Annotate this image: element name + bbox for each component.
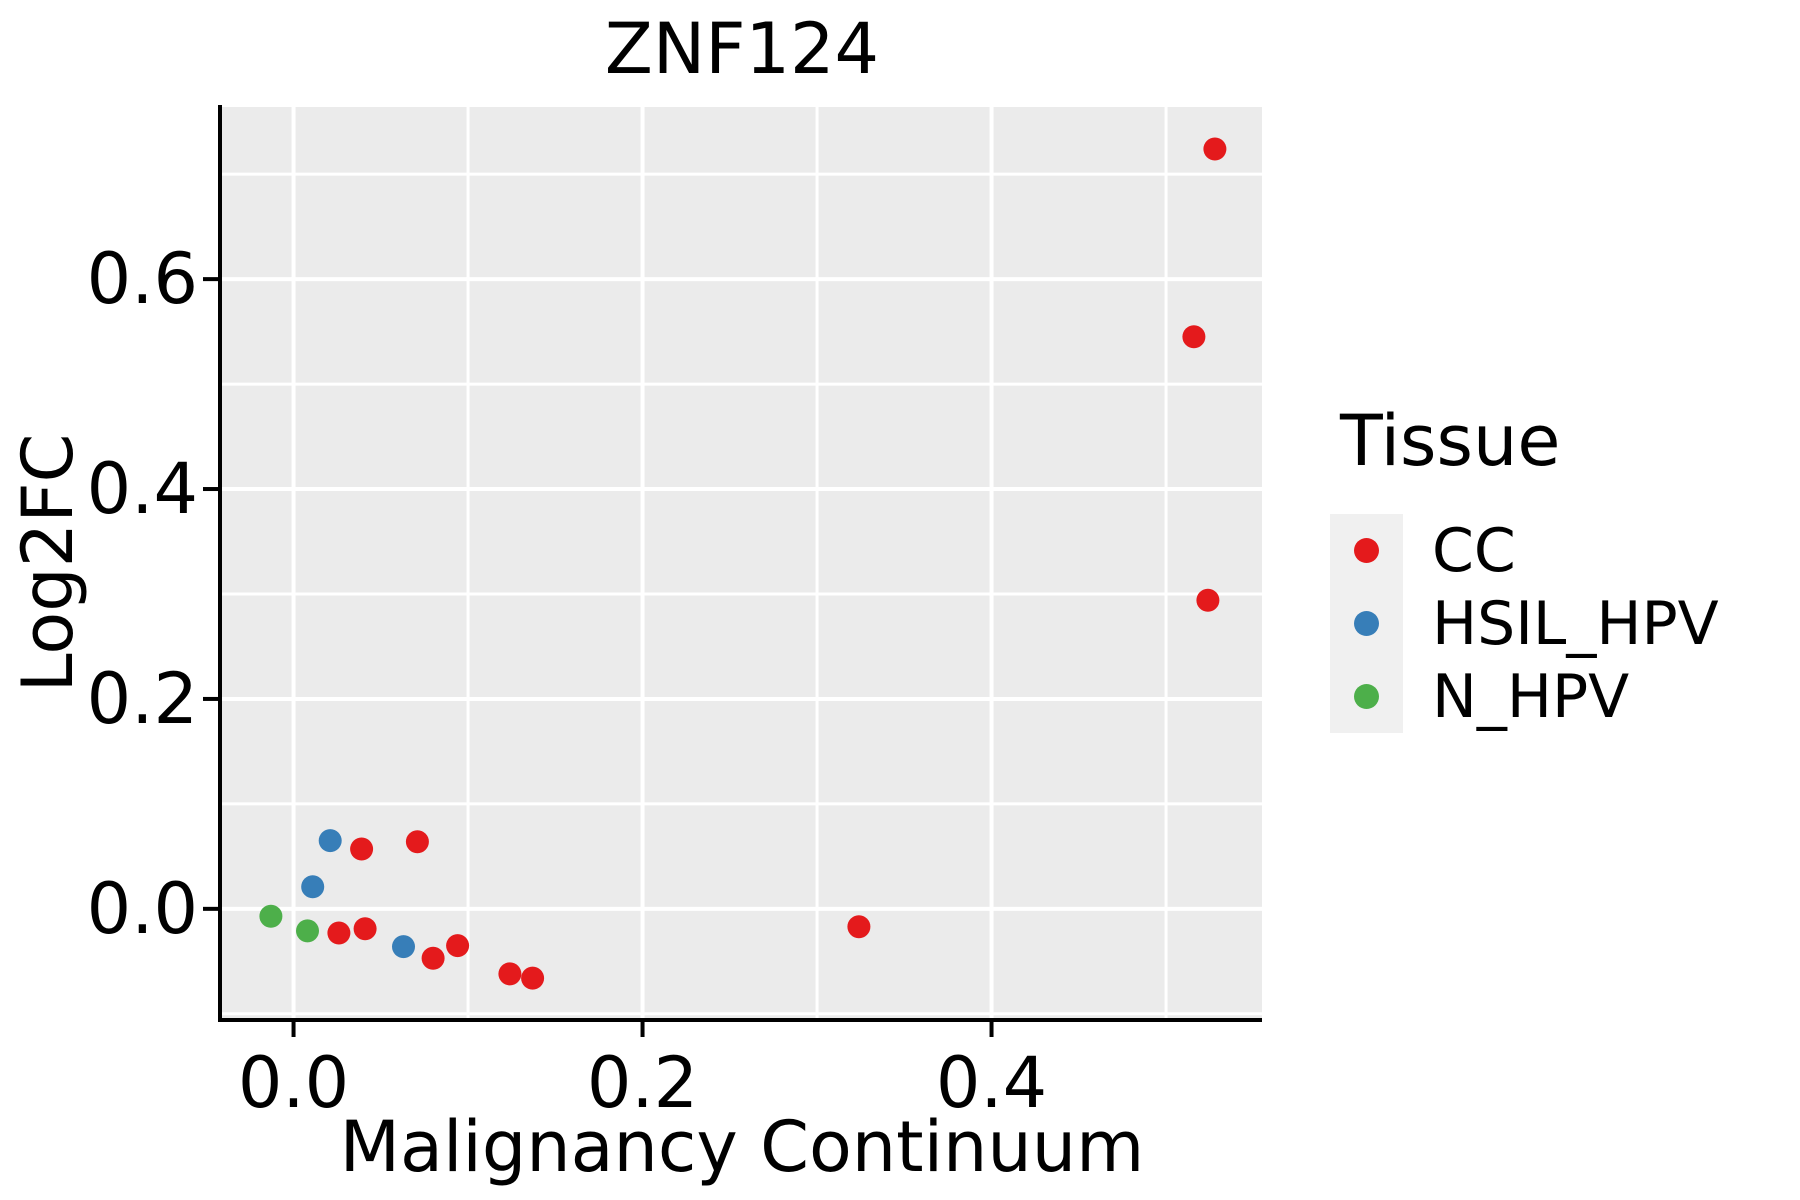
data-point-CC [350, 837, 374, 861]
legend-item-N_HPV: N_HPV [1330, 660, 1719, 733]
y-tick-label: 0.2 [86, 657, 198, 740]
data-point-HSIL_HPV [301, 875, 325, 899]
legend-label: CC [1432, 515, 1516, 586]
legend-item-CC: CC [1330, 514, 1719, 587]
x-axis-title: Malignancy Continuum [339, 1106, 1145, 1188]
data-point-HSIL_HPV [392, 935, 415, 959]
data-point-N_HPV [296, 919, 319, 943]
legend-title: Tissue [1340, 400, 1561, 482]
data-point-CC [327, 921, 351, 945]
data-point-CC [353, 917, 377, 941]
legend-dot-icon [1354, 538, 1379, 563]
data-point-CC [847, 915, 871, 939]
y-tick-label: 0.6 [86, 238, 198, 321]
data-point-CC [1196, 588, 1220, 612]
x-tick-label: 0.0 [237, 1042, 350, 1124]
legend-label: HSIL_HPV [1432, 588, 1719, 659]
data-point-CC [446, 934, 470, 958]
chart-title: ZNF124 [604, 8, 880, 90]
data-point-CC [405, 830, 429, 854]
legend-dot-icon [1354, 684, 1379, 709]
data-point-N_HPV [259, 904, 283, 928]
data-point-CC [1182, 325, 1206, 349]
legend-items: CC HSIL_HPV N_HPV [1330, 514, 1719, 733]
data-point-HSIL_HPV [318, 829, 342, 853]
y-axis-title: Log2FC [7, 433, 89, 693]
legend-key [1330, 587, 1403, 660]
data-point-CC [498, 962, 522, 986]
legend-key [1330, 660, 1403, 733]
legend: Tissue CC HSIL_HPV N_HPV [1330, 400, 1719, 733]
y-tick-label: 0.0 [86, 867, 198, 950]
data-point-CC [1203, 137, 1227, 161]
legend-label: N_HPV [1432, 661, 1630, 732]
x-tick-label: 0.2 [586, 1042, 699, 1124]
legend-item-HSIL_HPV: HSIL_HPV [1330, 587, 1719, 660]
plot-panel [222, 107, 1262, 1018]
x-tick-label: 0.4 [935, 1042, 1048, 1124]
y-tick-label: 0.4 [86, 448, 198, 531]
data-point-CC [421, 946, 445, 970]
legend-key [1330, 514, 1403, 587]
legend-dot-icon [1354, 611, 1379, 636]
data-point-CC [521, 966, 545, 990]
